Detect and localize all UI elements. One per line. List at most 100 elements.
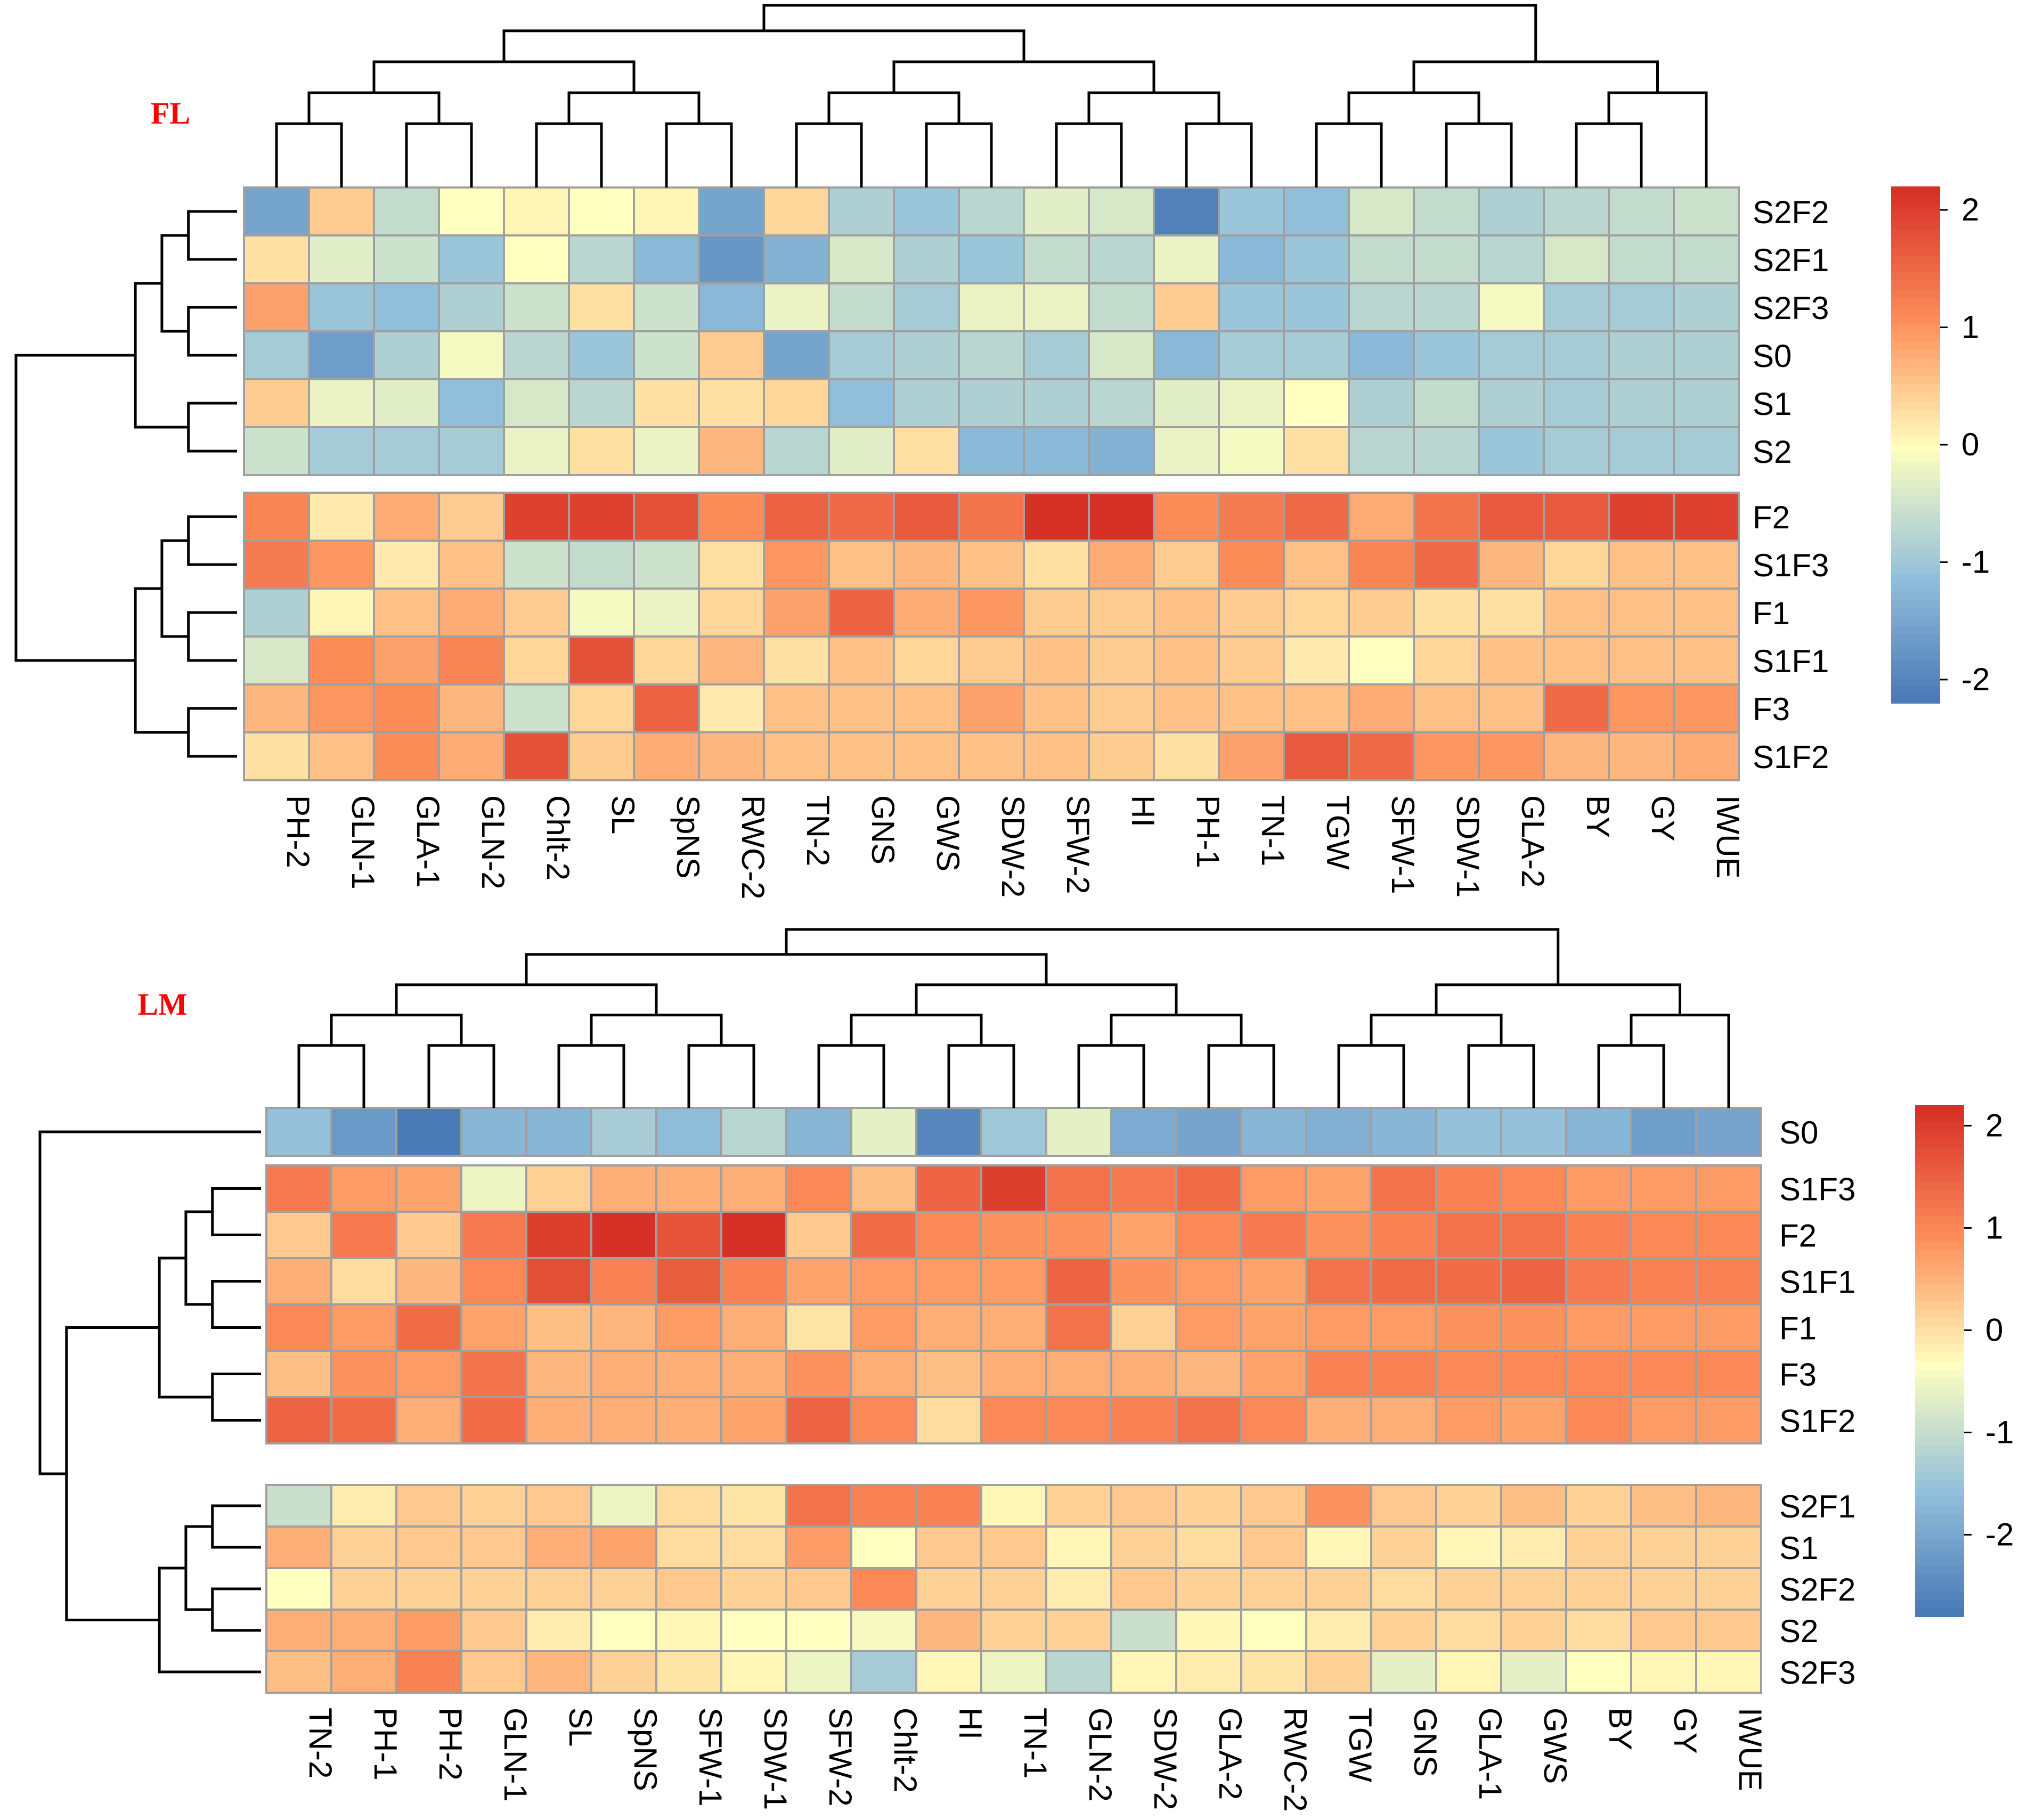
heatmap-cell [1218, 186, 1285, 236]
legend-gradient-step [1891, 487, 1940, 497]
legend-gradient-step [1915, 1446, 1964, 1455]
heatmap-cell [655, 1609, 722, 1652]
heatmap-cell [785, 1257, 852, 1305]
heatmap-cell [1153, 186, 1220, 236]
heatmap-cell [1153, 378, 1220, 428]
heatmap-cell [1608, 683, 1675, 733]
legend-gradient-step [1891, 350, 1940, 360]
dendrogram-branch [184, 1525, 213, 1611]
row-label-s1: S1 [1753, 386, 1792, 422]
heatmap-cell [1370, 1567, 1437, 1611]
heatmap-cell [1153, 635, 1220, 685]
dendrogram-branch [184, 1210, 213, 1306]
legend-tick-label: 1 [1961, 309, 1979, 345]
heatmap-cell [1478, 330, 1545, 380]
legend-gradient-step [1915, 1105, 1964, 1114]
heatmap-cell [1110, 1211, 1177, 1259]
row-label-s2: S2 [1779, 1613, 1818, 1649]
heatmap-cell [1045, 1484, 1112, 1528]
heatmap-cell [698, 378, 765, 428]
heatmap-cell [1240, 1525, 1307, 1569]
column-label-sfw-1: SFW-1 [1385, 795, 1421, 894]
legend-gradient-step [1915, 1259, 1964, 1268]
heatmap-cell [1608, 540, 1675, 590]
heatmap-cell [568, 587, 635, 638]
heatmap-cell [1413, 426, 1480, 476]
heatmap-cell [525, 1567, 592, 1611]
heatmap-cell [1218, 378, 1285, 428]
heatmap-cell [503, 731, 570, 781]
heatmap-cell [330, 1350, 397, 1398]
heatmap-cell [1045, 1396, 1112, 1444]
dendrogram-branch [1055, 122, 1123, 187]
dendrogram-branch [687, 1044, 755, 1108]
heatmap-cell [1305, 1396, 1372, 1444]
heatmap-cell [265, 1257, 332, 1305]
row-label-s1f2: S1F2 [1753, 739, 1829, 775]
heatmap-cell [850, 1567, 917, 1611]
legend-gradient-step [1915, 1514, 1964, 1523]
heatmap-cell [1630, 1303, 1697, 1352]
heatmap-cell [1088, 492, 1155, 542]
legend-gradient-step [1891, 255, 1940, 265]
legend-gradient-step [1915, 1114, 1964, 1123]
heatmap-cell [1240, 1257, 1307, 1305]
heatmap-cell [1695, 1107, 1762, 1157]
heatmap-cell [1413, 540, 1480, 590]
legend-gradient-step [1891, 565, 1940, 575]
heatmap-cell [1370, 1650, 1437, 1694]
legend-gradient-step [1891, 625, 1940, 635]
heatmap-cell [785, 1396, 852, 1444]
column-label-gws: GWS [930, 795, 966, 871]
heatmap-cell [958, 378, 1025, 428]
heatmap-cell [1175, 1350, 1242, 1398]
heatmap-cell [1088, 587, 1155, 638]
column-label-gla-2: GLA-2 [1515, 795, 1551, 887]
heatmap-cell [958, 426, 1025, 476]
heatmap-cell [980, 1650, 1047, 1694]
legend-gradient-step [1915, 1497, 1964, 1506]
heatmap-cell [1673, 635, 1740, 685]
legend-gradient-step [1891, 608, 1940, 618]
heatmap-cell [243, 683, 310, 733]
heatmap-cell [893, 587, 960, 638]
heatmap-panel-lm: LM S0 S1F3 F2 S1F1 F1 F3 S1F2 S2F1 S1 S2F2 S2 S2F3 TN… [38, 928, 2014, 1812]
dendrogram-branch [405, 122, 473, 187]
heatmap-cell [1045, 1211, 1112, 1259]
legend-gradient-step [1915, 1378, 1964, 1387]
heatmap-cell [1045, 1303, 1112, 1352]
heatmap-cell [1478, 426, 1545, 476]
heatmap-cell [438, 330, 505, 380]
heatmap-cell [1435, 1525, 1502, 1569]
heatmap-cell [503, 234, 570, 284]
heatmap-cell [1543, 540, 1610, 590]
row-label-s2f1: S2F1 [1753, 242, 1829, 278]
heatmap-cell [1673, 492, 1740, 542]
heatmap-cell [1218, 426, 1285, 476]
heatmap-cell [1218, 234, 1285, 284]
heatmap-cell [828, 186, 895, 236]
dendrogram-branch [827, 91, 960, 124]
heatmap-cell [1283, 234, 1350, 284]
row-label-s2f3: S2F3 [1753, 290, 1829, 326]
heatmap-cell [568, 426, 635, 476]
heatmap-cell [525, 1609, 592, 1652]
heatmap-cell [958, 731, 1025, 781]
heatmap-cell [525, 1525, 592, 1569]
heatmap-cell [1478, 587, 1545, 638]
heatmap-cell [590, 1609, 657, 1652]
dendrogram-branch [525, 953, 1048, 985]
heatmap-cell [460, 1396, 527, 1444]
heatmap-cell [1478, 540, 1545, 590]
heatmap-cell [568, 492, 635, 542]
heatmap-cell [373, 426, 440, 476]
heatmap-cell [1045, 1567, 1112, 1611]
dendrogram-branch [535, 122, 603, 187]
heatmap-cell [1370, 1609, 1437, 1652]
heatmap-cell [330, 1164, 397, 1213]
heatmap-cell [373, 731, 440, 781]
heatmap-cell [1565, 1303, 1632, 1352]
heatmap-cell [850, 1303, 917, 1352]
heatmap-cell [980, 1303, 1047, 1352]
legend-gradient-step [1891, 307, 1940, 316]
